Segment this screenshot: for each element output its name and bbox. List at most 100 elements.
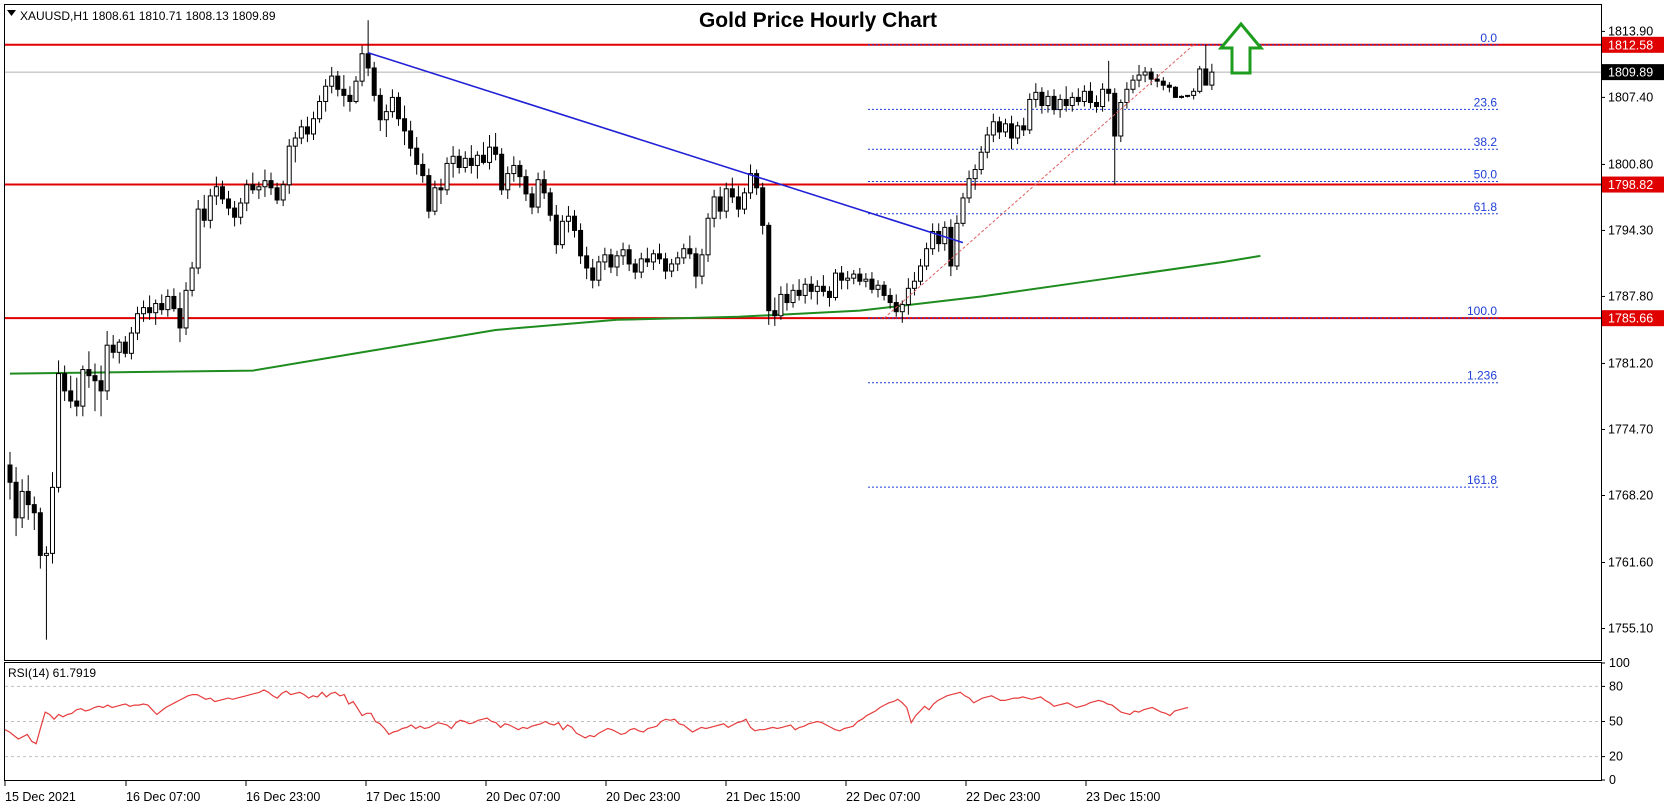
candle-body — [280, 184, 286, 201]
candle-body — [675, 257, 681, 265]
fib-anchor-line — [883, 44, 1194, 319]
candle-body — [468, 157, 474, 166]
fib-level-label: 0.0 — [1480, 31, 1497, 45]
candle-body — [626, 249, 632, 265]
candle-body — [268, 180, 274, 189]
candle-body — [754, 173, 760, 189]
candle-body — [141, 307, 147, 315]
price-tick-label: 1800.80 — [1608, 157, 1653, 171]
candle-body — [911, 280, 917, 289]
candle-body — [304, 126, 310, 135]
candle-body — [584, 255, 590, 269]
candle-body — [244, 184, 250, 204]
candle-body — [857, 273, 863, 282]
candle-body — [438, 187, 444, 191]
price-tag-box — [1602, 176, 1664, 193]
candle-body — [656, 253, 662, 260]
candle-body — [529, 193, 535, 208]
fib-level-label: 50.0 — [1474, 167, 1498, 181]
candle-body — [1063, 98, 1069, 107]
candle-body — [456, 155, 462, 168]
candle-body — [687, 248, 693, 255]
candle-body — [25, 490, 31, 506]
candle-body — [493, 146, 499, 155]
candle-body — [56, 373, 62, 488]
candle-body — [43, 552, 49, 556]
up-arrow-icon — [1217, 21, 1265, 75]
time-tick-label: 23 Dec 15:00 — [1086, 790, 1160, 804]
candle-body — [1179, 95, 1185, 98]
candle-body — [1160, 80, 1166, 86]
candle-body — [153, 303, 159, 314]
candle-body — [1118, 101, 1124, 137]
candle-body — [1136, 74, 1142, 81]
candle-body — [262, 180, 268, 188]
price-tick-label: 1787.80 — [1608, 289, 1653, 303]
candle-body — [365, 53, 371, 69]
candle-body — [226, 198, 232, 209]
candle-body — [147, 307, 153, 314]
bearish-trendline[interactable] — [367, 51, 964, 244]
rsi-line — [4, 689, 1189, 745]
candle-body — [474, 154, 480, 166]
candle-body — [748, 173, 754, 194]
candle-body — [329, 75, 335, 87]
candle-body — [1197, 68, 1203, 92]
candle-body — [195, 208, 201, 269]
moving-average-line — [9, 254, 1261, 375]
candle-body — [681, 248, 687, 259]
price-tick-label: 1781.20 — [1608, 356, 1653, 370]
rsi-panel: RSI(14) 61.7919 100 80 50 20 0 — [4, 656, 1630, 787]
candle-body — [49, 486, 55, 554]
candle-body — [1002, 123, 1008, 133]
fib-level-label: 38.2 — [1474, 135, 1498, 149]
price-tick-label: 1807.40 — [1608, 90, 1653, 104]
candle-body — [92, 375, 98, 382]
candle-body — [1106, 88, 1112, 94]
collapse-triangle-icon[interactable] — [7, 10, 16, 16]
candle-body — [1021, 125, 1027, 131]
candle-body — [201, 208, 207, 221]
candle-body — [7, 464, 13, 483]
fibonacci-retracement: 0.0 23.6 38.2 50.0 61.8 100.0 1.236 161.8 — [868, 31, 1500, 488]
candle-body — [990, 121, 996, 136]
candle-body — [1027, 98, 1033, 131]
candle-body — [808, 283, 814, 292]
candle-body — [74, 400, 80, 407]
candle-body — [183, 289, 189, 329]
candle-body — [632, 263, 638, 273]
candle-body — [1087, 90, 1093, 103]
candle-body — [839, 272, 845, 281]
time-tick-label: 21 Dec 15:00 — [726, 790, 800, 804]
candle-body — [402, 118, 408, 132]
candle-body — [134, 313, 140, 334]
candle-body — [590, 267, 596, 281]
candle-body — [1166, 84, 1172, 88]
candle-body — [444, 162, 450, 191]
candle-body — [420, 163, 426, 177]
candle-body — [110, 344, 116, 353]
rsi-tick-label: 20 — [1609, 750, 1623, 764]
time-tick-label: 20 Dec 07:00 — [486, 790, 560, 804]
price-tag-label: 1812.58 — [1608, 38, 1653, 52]
candle-body — [918, 265, 923, 282]
candle-body — [948, 226, 954, 267]
price-tag-box — [1602, 310, 1664, 327]
candle-body — [845, 277, 851, 281]
time-tick-label: 20 Dec 23:00 — [606, 790, 680, 804]
candle-body — [377, 94, 383, 121]
candle-body — [924, 248, 930, 267]
candle-body — [942, 226, 948, 245]
candle-body — [426, 175, 432, 212]
candle-body — [741, 192, 747, 210]
candle-body — [523, 176, 529, 195]
candle-body — [462, 157, 468, 168]
candle-body — [1130, 79, 1136, 90]
breakout-arrow-icon — [1217, 21, 1265, 75]
time-tick-label: 16 Dec 07:00 — [126, 790, 200, 804]
candle-body — [1039, 91, 1045, 107]
candle-body — [723, 188, 729, 212]
price-axis: 1813.90 1807.40 1800.80 1794.30 1787.80 1781.… — [1601, 24, 1653, 636]
rsi-tick-label: 100 — [1609, 656, 1630, 670]
